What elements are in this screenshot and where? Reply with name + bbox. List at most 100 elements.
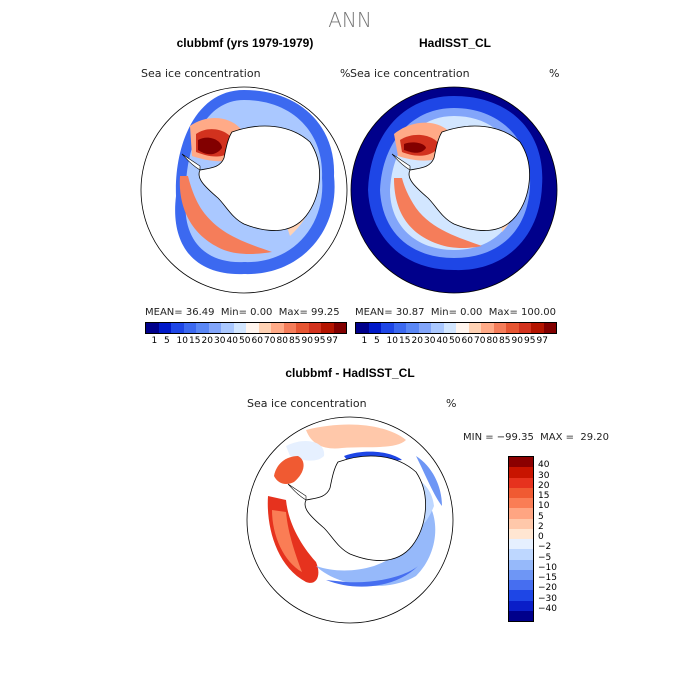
colorbar-swatch xyxy=(171,323,184,333)
colorbar-tick-label: 0 xyxy=(538,532,544,542)
colorbar-tick-label: 97 xyxy=(326,336,338,346)
colorbar-tick-label: 30 xyxy=(214,336,226,346)
panel2-colorbar xyxy=(355,322,557,334)
colorbar-swatch xyxy=(531,323,544,333)
colorbar-swatch xyxy=(258,323,271,333)
diff-unit: % xyxy=(446,397,457,410)
colorbar-tick-label: 90 xyxy=(301,336,313,346)
colorbar-swatch xyxy=(431,323,444,333)
panel1-title: clubbmf (yrs 1979-1979) xyxy=(176,36,314,50)
colorbar-tick-label: 95 xyxy=(314,336,326,346)
colorbar-swatch xyxy=(509,518,533,529)
figure-suptitle: ANN xyxy=(328,8,372,32)
colorbar-tick-label: 10 xyxy=(176,336,188,346)
colorbar-swatch xyxy=(509,487,533,498)
colorbar-tick-label: −2 xyxy=(538,542,552,553)
colorbar-swatch xyxy=(418,323,431,333)
colorbar-swatch xyxy=(509,600,533,611)
colorbar-tick-label: 40 xyxy=(436,336,448,346)
diff-frame xyxy=(246,416,454,624)
colorbar-swatch xyxy=(158,323,171,333)
colorbar-tick-label: 50 xyxy=(449,336,461,346)
colorbar-tick-label: 30 xyxy=(538,470,550,481)
colorbar-swatch xyxy=(509,477,533,488)
colorbar-swatch xyxy=(468,323,481,333)
colorbar-tick-label: 15 xyxy=(399,336,411,346)
panel1-map xyxy=(140,86,348,294)
diff-map xyxy=(246,416,454,624)
colorbar-tick-label: 97 xyxy=(536,336,548,346)
colorbar-tick-label: 15 xyxy=(189,336,201,346)
colorbar-tick-label: −5 xyxy=(538,552,552,563)
panel2-map xyxy=(350,86,558,294)
colorbar-swatch xyxy=(509,590,533,601)
colorbar-tick-label: 20 xyxy=(201,336,213,346)
colorbar-tick-label: 50 xyxy=(239,336,251,346)
colorbar-tick-label: −15 xyxy=(538,573,557,583)
colorbar-tick-label: 1 xyxy=(151,336,158,346)
colorbar-swatch xyxy=(443,323,456,333)
colorbar-tick-label: 5 xyxy=(374,336,380,346)
colorbar-swatch xyxy=(509,457,533,468)
panel2-frame xyxy=(350,86,558,294)
diff-colorbar-ticks: 40 30 20 15 10 5 2 0 −2 −5 −10 −15 −20 −30 −40 xyxy=(538,456,578,620)
colorbar-tick-label: 85 xyxy=(289,336,301,346)
colorbar-tick-label: −20 xyxy=(538,583,557,594)
panel1-colorbar-ticks: 1 5 10 15 20 30 40 50 60 70 80 85 90 95 97 xyxy=(145,336,345,348)
colorbar-swatch xyxy=(481,323,494,333)
colorbar-swatch xyxy=(308,323,321,333)
colorbar-tick-label: −10 xyxy=(538,562,557,573)
colorbar-tick-label: 80 xyxy=(486,336,498,346)
colorbar-tick-label: 70 xyxy=(264,336,276,346)
colorbar-swatch xyxy=(509,539,533,550)
colorbar-tick-label: 5 xyxy=(538,511,544,522)
panel2-stats: MEAN= 30.87 Min= 0.00 Max= 100.00 xyxy=(355,307,557,318)
colorbar-tick-label: 5 xyxy=(164,336,170,346)
panel2-colorbar-ticks: 1 5 10 15 20 30 40 50 60 70 80 85 90 95 97 xyxy=(355,336,555,348)
diff-colorbar xyxy=(508,456,534,622)
colorbar-swatch xyxy=(506,323,519,333)
colorbar-tick-label: 60 xyxy=(251,336,263,346)
colorbar-swatch xyxy=(196,323,209,333)
panel2-unit: % xyxy=(549,67,560,80)
colorbar-tick-label: 20 xyxy=(538,480,550,491)
panel2-title: HadISST_CL xyxy=(418,36,491,50)
colorbar-tick-label: 60 xyxy=(461,336,473,346)
colorbar-tick-label: 20 xyxy=(411,336,423,346)
colorbar-tick-label: 70 xyxy=(474,336,486,346)
colorbar-swatch xyxy=(393,323,406,333)
colorbar-tick-label: 10 xyxy=(386,336,398,346)
colorbar-tick-label: 1 xyxy=(361,336,368,346)
colorbar-tick-label: 80 xyxy=(276,336,288,346)
colorbar-swatch xyxy=(509,498,533,509)
colorbar-swatch xyxy=(283,323,296,333)
colorbar-swatch xyxy=(509,559,533,570)
colorbar-swatch xyxy=(493,323,506,333)
colorbar-tick-label: −40 xyxy=(538,603,557,614)
colorbar-tick-label: 95 xyxy=(524,336,536,346)
colorbar-tick-label: 90 xyxy=(511,336,523,346)
colorbar-swatch xyxy=(233,323,246,333)
colorbar-tick-label: −30 xyxy=(538,593,557,604)
colorbar-tick-label: 15 xyxy=(538,491,550,501)
colorbar-tick-label: 10 xyxy=(538,501,550,512)
panel1-colorbar xyxy=(145,322,347,334)
colorbar-tick-label: 85 xyxy=(499,336,511,346)
colorbar-swatch xyxy=(333,323,346,333)
panel1-unit: % xyxy=(340,67,351,80)
colorbar-swatch xyxy=(183,323,196,333)
colorbar-swatch xyxy=(509,580,533,591)
colorbar-tick-label: 40 xyxy=(226,336,238,346)
panel2-variable: Sea ice concentration xyxy=(350,67,470,80)
colorbar-swatch xyxy=(509,467,533,478)
colorbar-swatch xyxy=(406,323,419,333)
colorbar-swatch xyxy=(208,323,221,333)
colorbar-swatch xyxy=(518,323,531,333)
colorbar-swatch xyxy=(221,323,234,333)
colorbar-swatch xyxy=(509,508,533,519)
colorbar-swatch xyxy=(271,323,284,333)
colorbar-swatch xyxy=(381,323,394,333)
colorbar-swatch xyxy=(246,323,259,333)
colorbar-tick-label: 30 xyxy=(424,336,436,346)
colorbar-swatch xyxy=(509,549,533,560)
